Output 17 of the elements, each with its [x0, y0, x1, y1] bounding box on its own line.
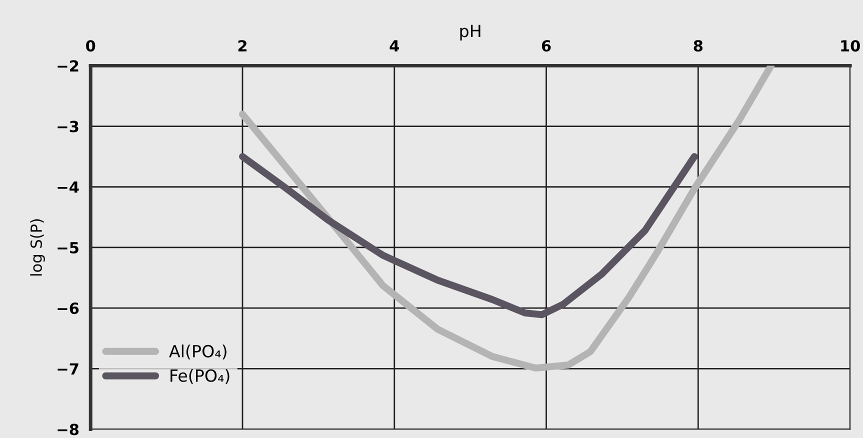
x-tick-label: 8	[694, 40, 703, 52]
y-axis-title: log S(P)	[30, 219, 45, 276]
y-tick-label: −5	[58, 242, 78, 254]
y-tick-label: −3	[58, 120, 78, 132]
y-tick-label: −8	[58, 424, 79, 436]
legend-label: Al(PO₄)	[169, 344, 226, 360]
x-tick-label: 6	[542, 40, 551, 52]
x-tick-label: 0	[86, 40, 96, 52]
y-tick-label: −4	[58, 182, 79, 193]
x-tick-label: 10	[841, 40, 860, 52]
y-tick-label: −6	[58, 302, 79, 314]
x-axis-title: pH	[460, 24, 480, 40]
y-tick-label: −2	[58, 60, 78, 72]
x-tick-label: 4	[390, 40, 400, 52]
y-tick-label: −7	[58, 363, 78, 374]
x-tick-label: 2	[238, 40, 246, 52]
legend-label: Fe(PO₄)	[170, 369, 230, 384]
